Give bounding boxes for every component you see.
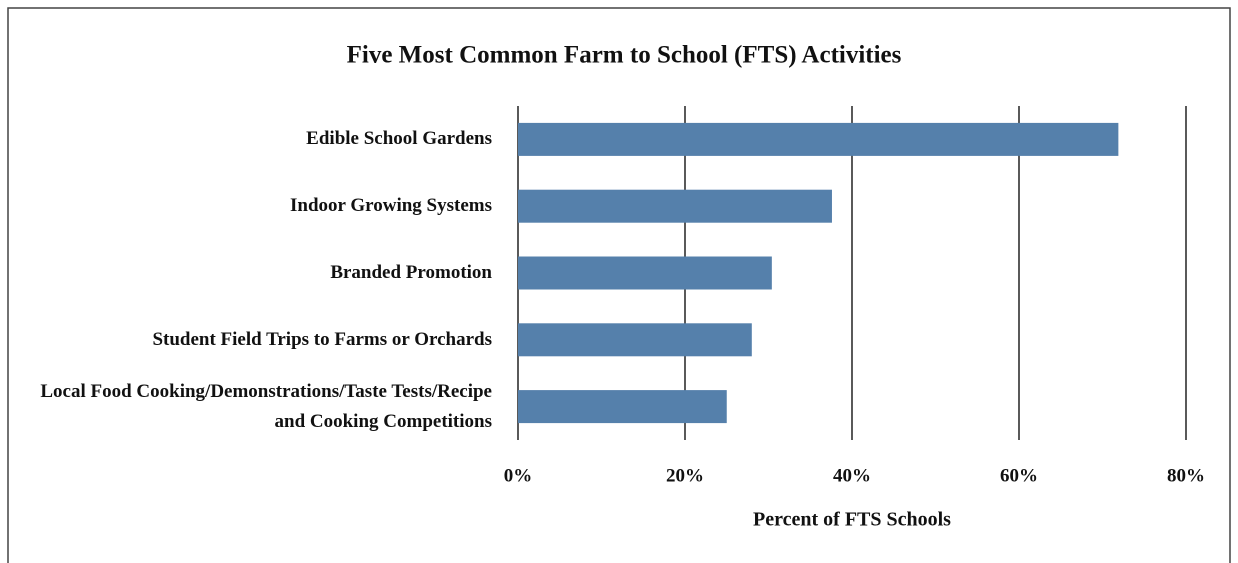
chart-title: Five Most Common Farm to School (FTS) Ac… [347,42,902,69]
x-tick-label: 0% [504,465,533,486]
y-tick-label: Branded Promotion [330,262,492,283]
frame [7,7,1231,563]
y-tick-label: Indoor Growing Systems [290,195,492,217]
bar [518,189,832,223]
bar [518,256,772,290]
y-tick-label: Edible School Gardens [306,128,492,150]
y-tick-label: Student Field Trips to Farms or Orchards [152,328,492,350]
bar [518,390,727,424]
bar [518,122,1119,156]
x-tick-label: 40% [833,465,871,486]
y-tick-label: Local Food Cooking/Demonstrations/Taste … [40,380,492,432]
bar [518,323,752,357]
x-tick-label: 20% [666,465,704,486]
x-axis-label: Percent of FTS Schools [753,509,951,531]
x-tick-label: 80% [1167,465,1205,486]
x-tick-label: 60% [1000,465,1038,486]
